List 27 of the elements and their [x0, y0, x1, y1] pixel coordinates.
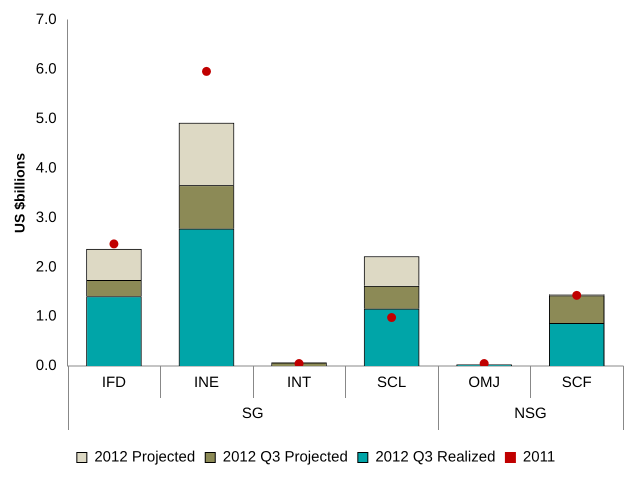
y-tick-label: 3.0	[36, 208, 57, 226]
text: SG	[242, 405, 264, 422]
point	[480, 359, 489, 366]
text: NSG	[514, 405, 547, 422]
point	[572, 290, 582, 300]
y-tick-label: 5.0	[36, 110, 57, 127]
point	[109, 239, 118, 248]
x-tick-label: OMJ	[468, 374, 500, 392]
y-tick-label: 1.0	[36, 308, 57, 325]
point	[294, 359, 304, 366]
legend-label: 2011	[522, 448, 556, 466]
point	[387, 313, 396, 322]
y-axis-title: US $billions	[11, 152, 28, 234]
x-tick-label: INT	[286, 374, 312, 392]
legend-label: 2012 Q3 Projected	[222, 448, 348, 466]
y-tick-label: 0.0	[36, 357, 57, 374]
x-tick-label: SCF	[562, 374, 592, 392]
legend-label: 2012 Q3 Realized	[375, 448, 496, 466]
y-tick-label: 4.0	[36, 159, 57, 176]
x-tick-label: SCL	[377, 374, 406, 392]
y-tick-label: 2.0	[36, 258, 57, 276]
x-tick-label: IFD	[102, 374, 126, 392]
y-tick-label: 7.0	[36, 11, 57, 28]
y-tick-label: 6.0	[36, 60, 57, 78]
legend-label: 2012 Projected	[94, 448, 196, 466]
point	[202, 66, 211, 76]
x-tick-label: INE	[194, 374, 219, 392]
